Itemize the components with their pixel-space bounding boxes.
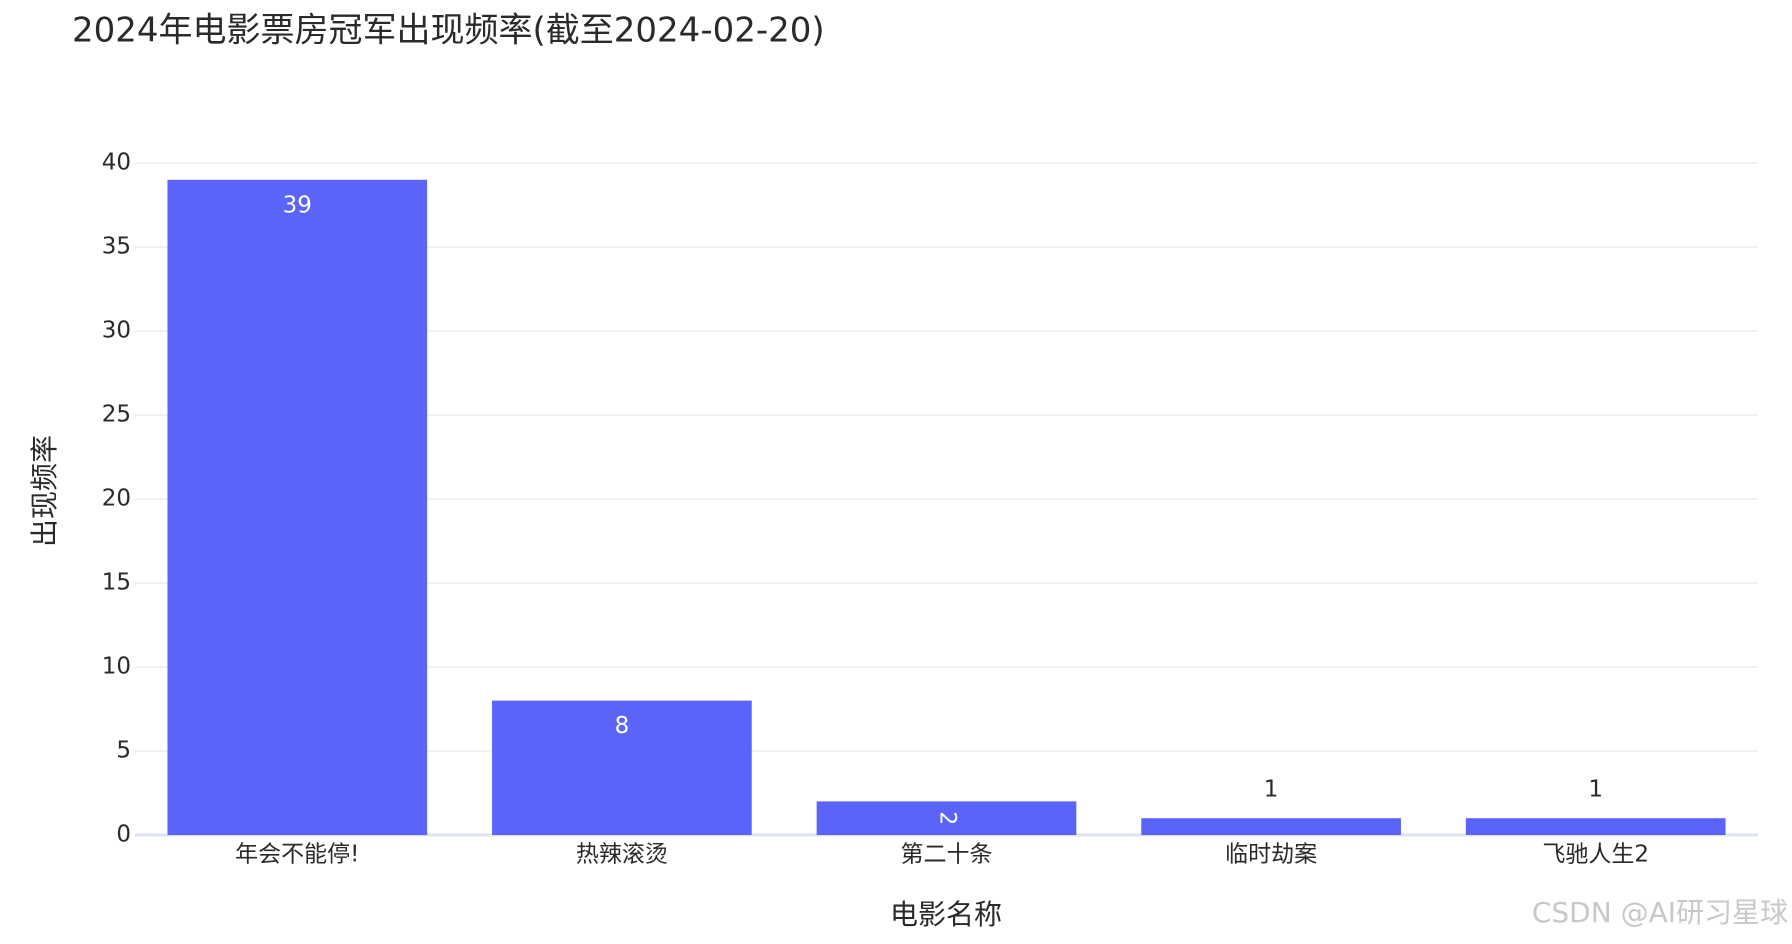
y-tick-label: 25	[102, 402, 131, 428]
x-tick-label: 临时劫案	[1225, 842, 1317, 868]
bar	[816, 801, 1077, 835]
y-tick-label: 15	[102, 570, 131, 596]
y-tick-label: 20	[102, 486, 131, 512]
data-label: 2	[935, 811, 960, 825]
y-axis-title: 出现频率	[28, 435, 61, 547]
bar	[492, 700, 752, 835]
watermark: CSDN @AI研习星球	[1532, 896, 1788, 929]
x-tick-label: 热辣滚烫	[576, 842, 668, 868]
y-tick-label: 10	[102, 654, 131, 680]
x-tick-label: 飞驰人生2	[1542, 842, 1649, 868]
x-axis-title: 电影名称	[890, 898, 1002, 931]
data-label: 1	[1588, 777, 1603, 803]
data-label: 1	[1264, 777, 1279, 803]
x-tick-label: 第二十条	[901, 842, 993, 868]
y-tick-label: 30	[102, 318, 131, 344]
y-tick-label: 5	[116, 738, 131, 764]
chart-title: 2024年电影票房冠军出现频率(截至2024-02-20)	[72, 11, 825, 51]
data-label: 8	[615, 713, 630, 739]
y-tick-label: 0	[116, 822, 131, 848]
y-tick-label: 35	[102, 234, 131, 260]
bar	[1465, 818, 1726, 835]
bar	[167, 179, 428, 836]
y-tick-label: 40	[102, 150, 131, 176]
data-label: 39	[283, 192, 312, 218]
x-tick-label: 年会不能停!	[235, 842, 359, 868]
bar	[1141, 818, 1401, 835]
